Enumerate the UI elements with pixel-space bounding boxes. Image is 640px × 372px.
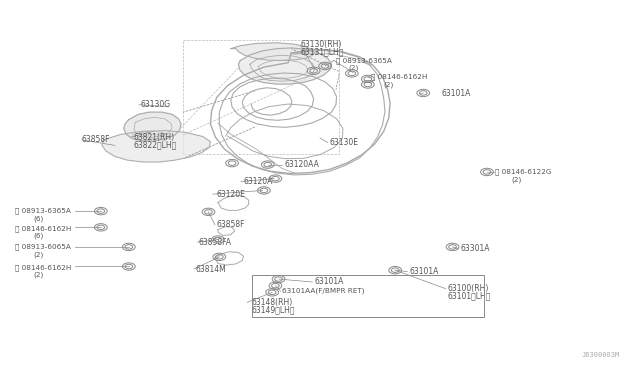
- Text: 63821(RH): 63821(RH): [134, 133, 175, 142]
- Text: 63130G: 63130G: [140, 100, 170, 109]
- Text: (2): (2): [384, 81, 394, 88]
- Text: Ⓑ 08146-6122G: Ⓑ 08146-6122G: [495, 169, 552, 175]
- Text: 63130E: 63130E: [330, 138, 358, 147]
- Text: 63858F: 63858F: [217, 220, 245, 229]
- Text: 63822〈LH〉: 63822〈LH〉: [134, 140, 177, 149]
- Text: Ⓝ 08913-6065A: Ⓝ 08913-6065A: [15, 244, 71, 250]
- Text: 63858F: 63858F: [82, 135, 110, 144]
- Text: Ⓝ 08913-6365A: Ⓝ 08913-6365A: [336, 57, 392, 64]
- Text: Ⓑ 08146-6162H: Ⓑ 08146-6162H: [15, 264, 72, 270]
- Text: 63858FA: 63858FA: [199, 238, 232, 247]
- Text: 63101A: 63101A: [441, 89, 470, 98]
- Text: 63101A: 63101A: [409, 267, 438, 276]
- Text: 63814M: 63814M: [196, 264, 227, 273]
- Text: 63120AA: 63120AA: [285, 160, 320, 169]
- Text: 63101〈LH〉: 63101〈LH〉: [447, 292, 491, 301]
- Text: (6): (6): [33, 215, 44, 222]
- Text: Ⓑ 08146-6162H: Ⓑ 08146-6162H: [371, 74, 428, 80]
- Text: Ⓝ 08913-6365A: Ⓝ 08913-6365A: [15, 208, 71, 214]
- Text: 63131〈LH〉: 63131〈LH〉: [301, 48, 344, 57]
- Polygon shape: [102, 131, 211, 162]
- Polygon shape: [239, 48, 332, 84]
- Text: 63120E: 63120E: [217, 190, 246, 199]
- Text: (2): (2): [349, 65, 359, 71]
- Text: (6): (6): [33, 232, 44, 239]
- Text: 63120A: 63120A: [244, 177, 273, 186]
- Text: 63148(RH): 63148(RH): [251, 298, 292, 307]
- Text: 63149〈LH〉: 63149〈LH〉: [251, 305, 294, 314]
- Text: 63130(RH): 63130(RH): [301, 41, 342, 49]
- Polygon shape: [231, 43, 314, 61]
- Text: 63100(RH): 63100(RH): [447, 284, 489, 293]
- Text: J6300003M: J6300003M: [581, 352, 620, 358]
- Text: Ⓑ 08146-6162H: Ⓑ 08146-6162H: [15, 225, 72, 232]
- Polygon shape: [124, 112, 181, 141]
- Text: 63301A: 63301A: [460, 244, 490, 253]
- Text: 63101AA(F/BMPR RET): 63101AA(F/BMPR RET): [282, 288, 364, 295]
- Text: (2): (2): [33, 271, 44, 278]
- Text: (2): (2): [33, 251, 44, 257]
- Text: (2): (2): [511, 176, 522, 183]
- Text: 63101A: 63101A: [315, 278, 344, 286]
